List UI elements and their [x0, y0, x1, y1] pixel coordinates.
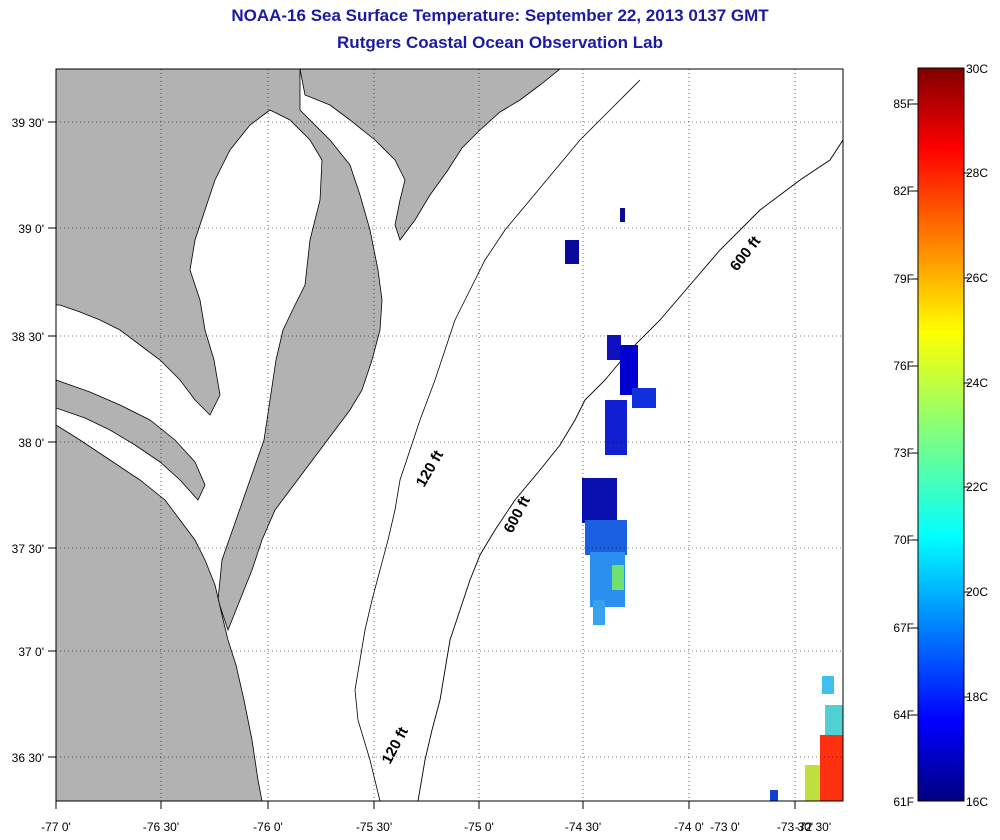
- land-virginia-neck: [56, 379, 206, 501]
- colorbar-fahrenheit-label: 85F: [893, 97, 914, 111]
- lat-label: 37 30': [12, 542, 44, 556]
- lat-label: 39 0': [18, 222, 44, 236]
- map-subtitle: Rutgers Coastal Ocean Observation Lab: [337, 33, 663, 52]
- colorbar-celsius-label: 22C: [966, 480, 988, 494]
- sst-data-patches: [565, 208, 843, 801]
- colorbar-fahrenheit-label: 82F: [893, 184, 914, 198]
- colorbar-celsius-label: 18C: [966, 690, 988, 704]
- lon-label: -76 30': [143, 820, 179, 834]
- lon-label: -72 30': [795, 820, 831, 834]
- lon-label: -76 0': [253, 820, 283, 834]
- lat-label: 36 30': [12, 751, 44, 765]
- lon-label: -75 30': [356, 820, 392, 834]
- colorbar-fahrenheit-label: 64F: [893, 708, 914, 722]
- land-virginia-south: [56, 424, 263, 801]
- map-tick-marks: [48, 121, 796, 809]
- colorbar-fahrenheit-label: 73F: [893, 446, 914, 460]
- lon-label: -74 0': [674, 820, 704, 834]
- colorbar-fahrenheit-label: 61F: [893, 795, 914, 809]
- colorbar-celsius-label: 20C: [966, 585, 988, 599]
- colorbar-celsius-label: 16C: [966, 795, 988, 809]
- colorbar-celsius-label: 26C: [966, 271, 988, 285]
- lat-label: 37 0': [18, 645, 44, 659]
- colorbar-fahrenheit-label: 79F: [893, 272, 914, 286]
- contour-120ft: [354, 79, 641, 801]
- contour-600ft: [417, 139, 843, 801]
- land-new-jersey: [299, 69, 561, 241]
- colorbar-fahrenheit-label: 67F: [893, 621, 914, 635]
- map-area: 600 ft 120 ft 600 ft 120 ft: [55, 68, 844, 802]
- lon-label: -77 0': [41, 820, 71, 834]
- lon-label: -73 0': [710, 820, 740, 834]
- colorbar-fahrenheit-label: 70F: [893, 533, 914, 547]
- lon-label: -73 30': [777, 820, 813, 834]
- lon-label: -75 0': [464, 820, 494, 834]
- temperature-colorbar: 30C 28C 26C 24C 22C 20C 18C 16C 85F 82F …: [893, 62, 988, 809]
- lon-label: -74 30': [565, 820, 601, 834]
- colorbar-fahrenheit-label: 76F: [893, 359, 914, 373]
- lat-label: 38 0': [18, 436, 44, 450]
- land-delmarva: [56, 69, 383, 632]
- colorbar-celsius-label: 24C: [966, 376, 988, 390]
- colorbar-celsius-label: 30C: [966, 62, 988, 76]
- map-title: NOAA-16 Sea Surface Temperature: Septemb…: [231, 6, 769, 25]
- lat-label: 38 30': [12, 330, 44, 344]
- lat-label: 39 30': [12, 116, 44, 130]
- colorbar-celsius-label: 28C: [966, 166, 988, 180]
